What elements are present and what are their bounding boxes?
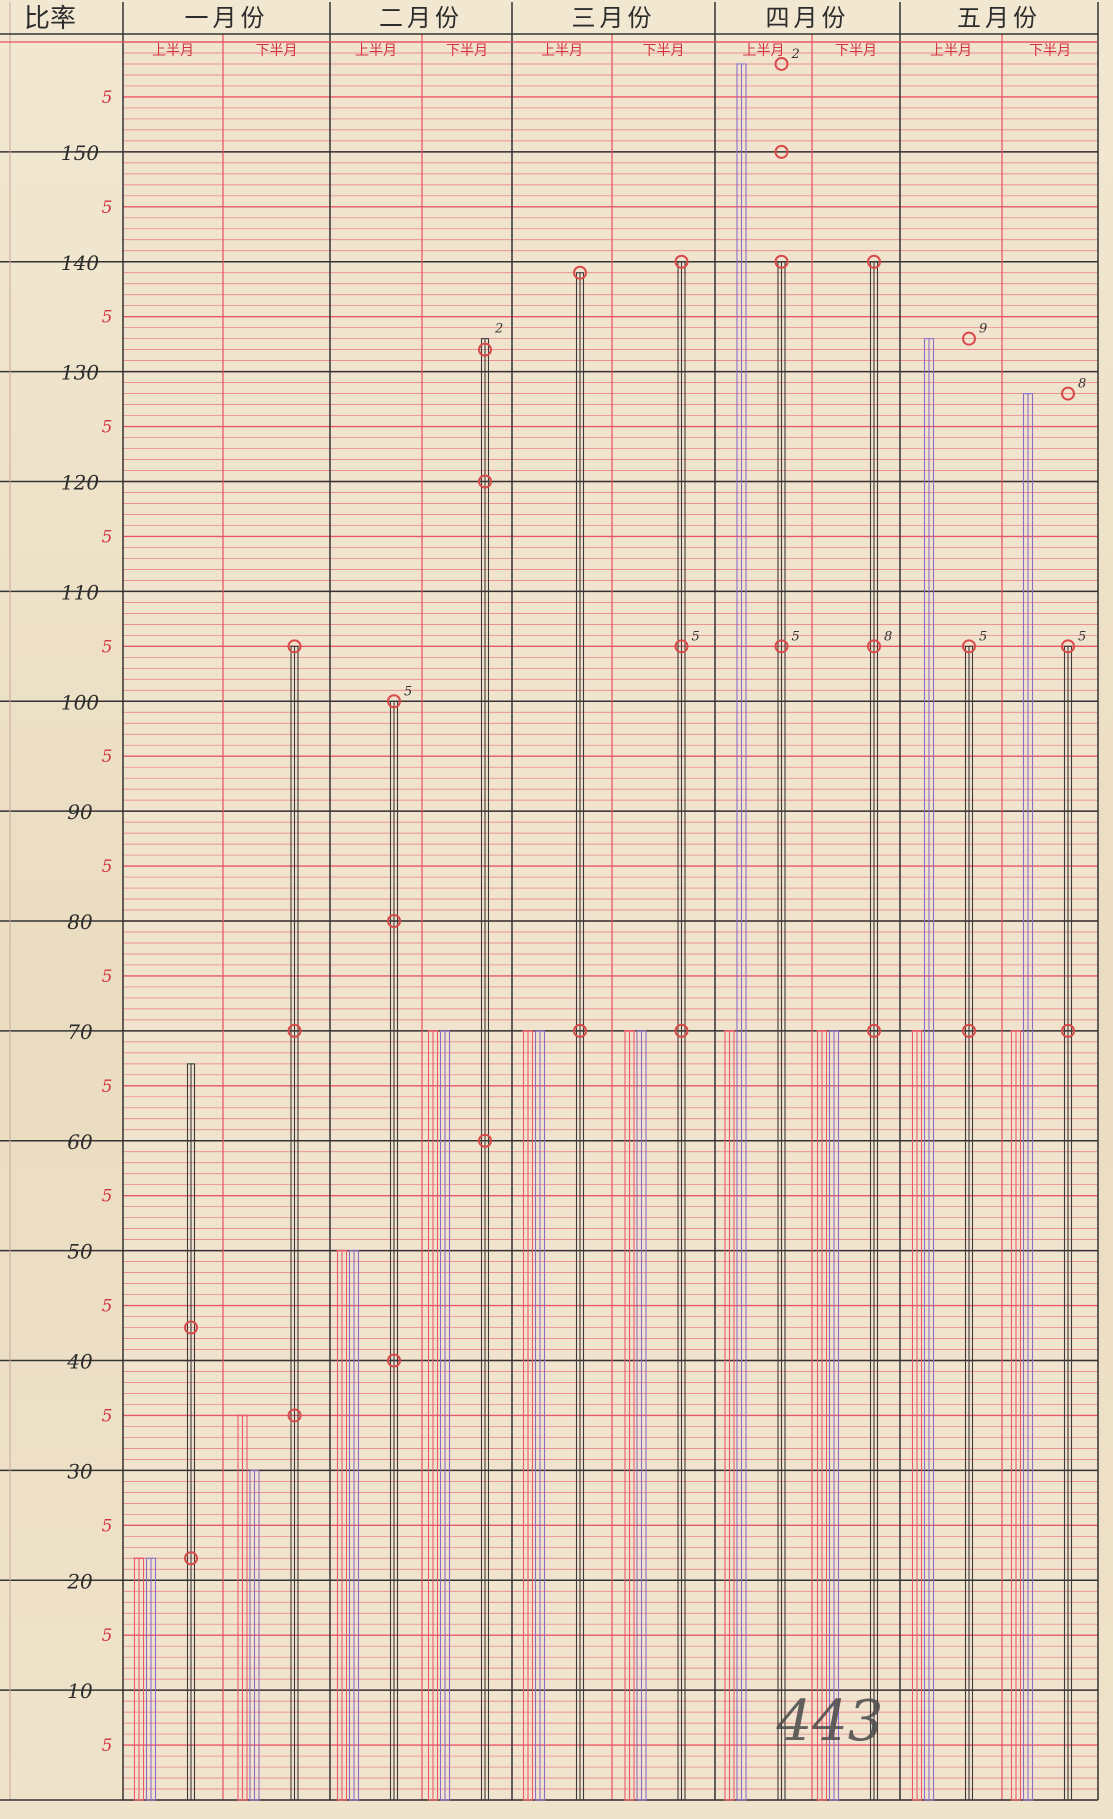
- y-tick-label: 20: [66, 1569, 93, 1593]
- data-marker: [867, 254, 881, 269]
- half-tick-label: 5: [102, 418, 113, 438]
- data-marker: [478, 1133, 492, 1148]
- data-marker: [774, 56, 789, 71]
- data-marker: [674, 254, 689, 269]
- data-annotation: 5: [792, 629, 800, 644]
- month-header: 三月份: [572, 4, 656, 32]
- data-marker: [1061, 386, 1075, 401]
- data-annotation: 2: [494, 322, 503, 337]
- data-marker: [962, 331, 976, 346]
- half-tick-label: 5: [102, 1187, 113, 1207]
- half-tick-label: 5: [102, 967, 113, 987]
- half-month-header: 下半月: [446, 43, 488, 59]
- data-marker: [387, 914, 401, 928]
- data-marker: [184, 1320, 198, 1335]
- y-tick-label: 60: [67, 1130, 93, 1154]
- y-tick-label: 70: [67, 1020, 93, 1044]
- data-marker: [867, 1023, 881, 1038]
- data-marker: [184, 1551, 198, 1566]
- y-tick-label: 40: [66, 1350, 93, 1374]
- half-tick-label: 5: [102, 1626, 113, 1646]
- half-month-header: 下半月: [256, 43, 298, 59]
- y-tick-label: 130: [61, 361, 99, 385]
- data-marker: [1061, 639, 1075, 654]
- data-marker: [573, 1023, 587, 1038]
- data-annotation: 5: [404, 684, 412, 699]
- half-month-header: 上半月: [743, 43, 785, 59]
- data-marker: [387, 694, 401, 709]
- half-month-header: 下半月: [1029, 43, 1071, 59]
- half-month-header: 上半月: [355, 43, 397, 59]
- data-marker: [774, 254, 789, 269]
- half-month-header: 上半月: [930, 43, 972, 59]
- column-lines: [122, 2, 1099, 1800]
- half-tick-label: 5: [102, 1406, 113, 1426]
- y-tick-label: 120: [61, 471, 99, 495]
- half-month-header: 下半月: [643, 43, 685, 59]
- half-month-header: 上半月: [152, 43, 194, 59]
- half-tick-label: 5: [102, 637, 113, 657]
- y-tick-label: 150: [61, 141, 99, 165]
- half-tick-label: 5: [102, 1516, 113, 1536]
- y-tick-label: 90: [67, 800, 93, 824]
- y-tick-label: 110: [61, 580, 99, 604]
- series-group: [186, 261, 1073, 1801]
- data-marker: [674, 1023, 689, 1038]
- series-group: [145, 63, 1034, 1801]
- data-marker: [962, 1023, 976, 1038]
- half-tick-label: 5: [102, 857, 113, 877]
- data-marker: [962, 639, 976, 654]
- y-tick-label: 100: [61, 690, 99, 714]
- data-annotation: 8: [1078, 377, 1086, 392]
- data-marker: [287, 639, 302, 654]
- data-marker: [478, 474, 492, 489]
- half-tick-label: 5: [102, 198, 113, 218]
- data-annotation: 2: [791, 47, 800, 62]
- half-tick-label: 5: [102, 1736, 113, 1756]
- y-tick-label: 30: [67, 1459, 93, 1483]
- data-marker: [774, 144, 789, 159]
- month-header: 一月份: [185, 4, 269, 32]
- half-tick-label: 5: [102, 747, 113, 767]
- y-tick-label: 50: [67, 1240, 93, 1264]
- month-header: 四月份: [766, 4, 850, 32]
- half-tick-label: 5: [102, 527, 113, 547]
- data-annotation: 9: [979, 322, 987, 337]
- series-group: [133, 1030, 1022, 1801]
- month-header: 五月份: [957, 4, 1041, 32]
- data-marker: [1061, 1023, 1075, 1038]
- month-header: 二月份: [379, 4, 463, 32]
- data-annotation: 5: [692, 629, 700, 644]
- data-annotation: 5: [1078, 629, 1086, 644]
- stamp-number: 443: [776, 1689, 884, 1754]
- half-month-header: 上半月: [541, 43, 583, 59]
- half-tick-label: 5: [102, 308, 113, 328]
- data-marker: [387, 1353, 401, 1368]
- data-marker: [674, 639, 689, 654]
- data-annotation: 8: [884, 629, 892, 644]
- markers: [184, 56, 1075, 1566]
- half-tick-label: 5: [102, 88, 113, 108]
- half-tick-label: 5: [102, 1297, 113, 1317]
- data-marker: [867, 639, 881, 654]
- y-tick-label: 140: [61, 251, 99, 275]
- y-tick-label: 80: [67, 910, 93, 934]
- data-marker: [573, 265, 587, 280]
- data-marker: [287, 1408, 302, 1423]
- data-marker: [774, 639, 789, 654]
- data-marker: [478, 342, 492, 357]
- data-marker: [287, 1023, 302, 1038]
- half-tick-label: 5: [102, 1077, 113, 1097]
- y-axis-title: 比率: [24, 4, 76, 34]
- half-month-header: 下半月: [835, 43, 877, 59]
- data-annotation: 5: [979, 629, 987, 644]
- y-tick-label: 10: [67, 1679, 93, 1703]
